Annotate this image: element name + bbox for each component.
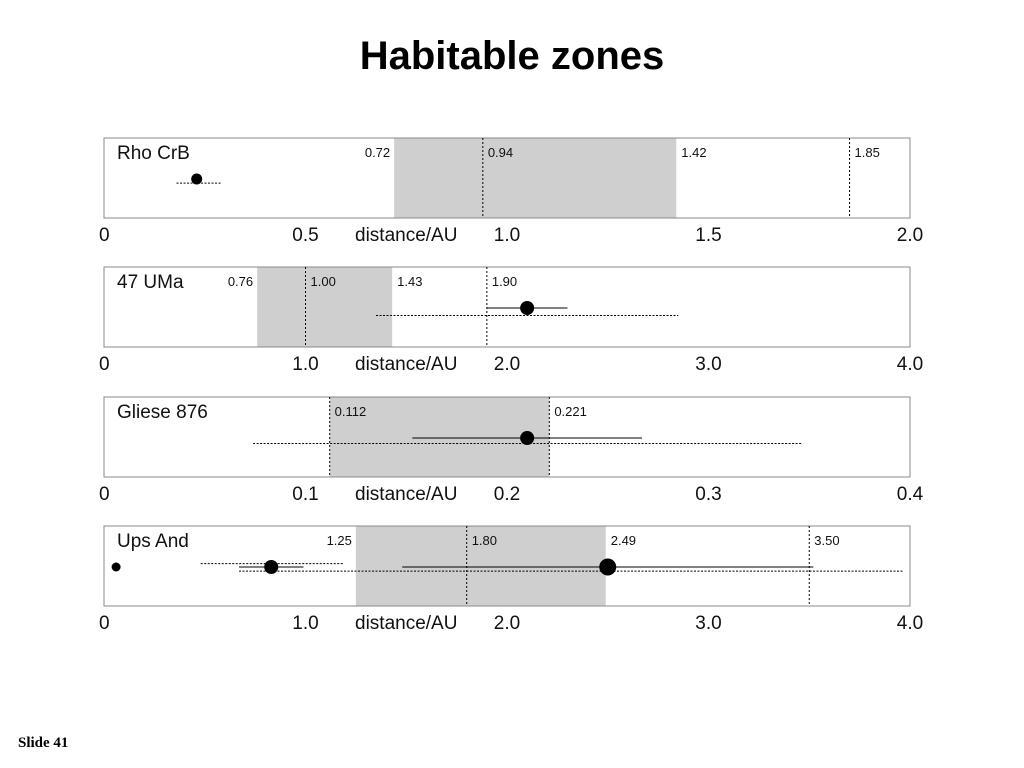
slide-number: Slide 41 xyxy=(18,735,69,751)
panel-frame xyxy=(103,396,911,478)
boundary-label: 1.25 xyxy=(327,533,352,548)
tick-label: 3.0 xyxy=(695,354,721,375)
tick-label: 3.0 xyxy=(695,613,721,634)
tick-label: 4.0 xyxy=(897,354,923,375)
habitable-zone-band xyxy=(394,138,677,218)
habitable-zone-band xyxy=(329,397,550,477)
panel-frame xyxy=(103,525,911,607)
boundary-label: 1.43 xyxy=(397,274,422,289)
panel-frame xyxy=(103,137,911,219)
boundary-label: 0.76 xyxy=(228,274,253,289)
panel-frame xyxy=(103,266,911,348)
tick-label: 0.4 xyxy=(897,484,924,505)
tick-label: 2.0 xyxy=(897,225,923,246)
star-name: 47 UMa xyxy=(117,272,184,293)
slide-title: Habitable zones xyxy=(359,34,665,78)
tick-label: 1.0 xyxy=(292,613,318,634)
boundary-label: 1.00 xyxy=(311,274,336,289)
planet-marker xyxy=(520,301,535,315)
boundary-label: 2.49 xyxy=(611,533,636,548)
boundary-label: 0.94 xyxy=(488,145,513,160)
habitable-zone-band xyxy=(355,526,606,606)
planet-marker xyxy=(520,431,535,445)
star-name: Gliese 876 xyxy=(117,402,208,423)
x-axis-label: distance/AU xyxy=(355,225,457,246)
boundary-label: 1.85 xyxy=(855,145,880,160)
boundary-label: 0.72 xyxy=(365,145,390,160)
tick-label: 0.3 xyxy=(695,484,721,505)
tick-label: 0 xyxy=(99,613,110,634)
habitable-zone-band xyxy=(257,267,393,347)
tick-label: 0 xyxy=(99,354,110,375)
tick-label: 1.0 xyxy=(494,225,520,246)
boundary-label: 1.80 xyxy=(472,533,497,548)
x-axis-label: distance/AU xyxy=(355,484,457,505)
star-name: Rho CrB xyxy=(117,143,190,164)
star-name: Ups And xyxy=(117,531,189,552)
tick-label: 0.1 xyxy=(292,484,318,505)
boundary-label: 0.112 xyxy=(335,404,367,419)
tick-label: 0 xyxy=(99,484,110,505)
tick-label: 0 xyxy=(99,225,110,246)
x-axis-label: distance/AU xyxy=(355,613,457,634)
tick-label: 4.0 xyxy=(897,613,923,634)
planet-marker xyxy=(111,562,121,572)
boundary-label: 1.42 xyxy=(681,145,706,160)
x-axis-label: distance/AU xyxy=(355,354,457,375)
boundary-label: 3.50 xyxy=(814,533,839,548)
tick-label: 2.0 xyxy=(494,354,520,375)
planet-marker xyxy=(599,558,617,576)
tick-label: 1.5 xyxy=(695,225,721,246)
tick-label: 1.0 xyxy=(292,354,318,375)
tick-label: 0.5 xyxy=(292,225,318,246)
tick-label: 2.0 xyxy=(494,613,520,634)
boundary-label: 1.90 xyxy=(492,274,517,289)
tick-label: 0.2 xyxy=(494,484,520,505)
planet-marker xyxy=(264,560,279,574)
planet-marker xyxy=(191,173,203,185)
boundary-label: 0.221 xyxy=(554,404,587,419)
